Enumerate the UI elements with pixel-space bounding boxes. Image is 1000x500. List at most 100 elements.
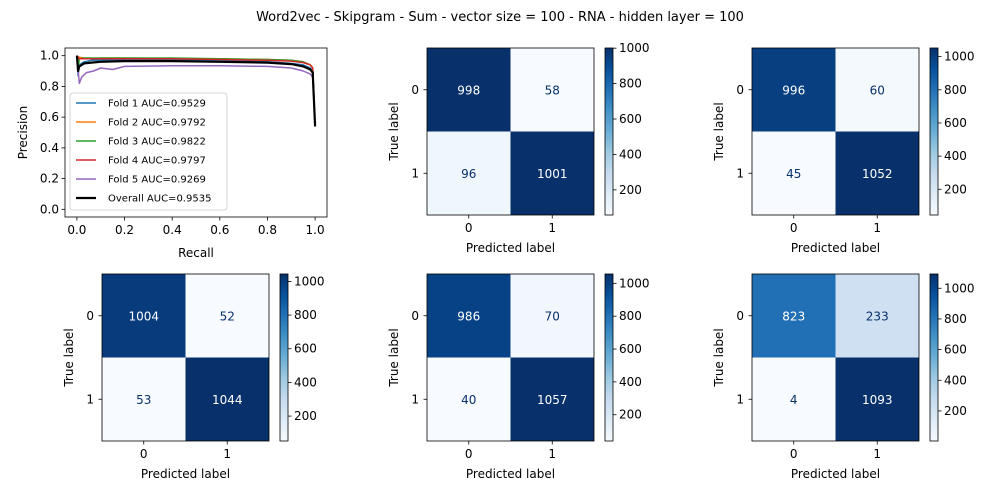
pr-axes-frame (64, 47, 328, 218)
cm-cell-value: 45 (786, 167, 801, 181)
cm-colorbar-tick-label: 600 (619, 112, 642, 126)
cm-frame (101, 273, 270, 442)
cm-cell-value: 1004 (128, 309, 159, 323)
cm-y-tick-label: 1 (86, 392, 94, 406)
cm-y-tick-label: 1 (411, 166, 419, 180)
cm-cell (427, 131, 511, 215)
cm-colorbar-tick-label: 800 (294, 308, 317, 322)
cm-y-axis-label: True label (387, 328, 401, 387)
cm-cell (835, 131, 919, 215)
cm-cell-value: 1044 (212, 393, 243, 407)
cm-x-tick-label: 0 (465, 221, 473, 235)
cm-cell (752, 131, 836, 215)
pr-x-tick-label: 0.4 (163, 223, 182, 237)
cm-x-axis-label: Predicted label (466, 241, 555, 255)
cm-y-tick-label: 1 (736, 166, 744, 180)
cm-colorbar-tick-label: 1000 (619, 276, 650, 290)
cm-cell (510, 48, 594, 132)
cm-cell (835, 274, 919, 358)
cm-cell (102, 357, 186, 441)
cm-x-tick-label: 0 (465, 447, 473, 461)
cm-colorbar-tick-label: 800 (619, 309, 642, 323)
cm-cell (835, 357, 919, 441)
cm-cell (752, 274, 836, 358)
pr-legend-entry: Overall AUC=0.9535 (108, 194, 211, 205)
cm-colorbar-tick-label: 200 (944, 182, 967, 196)
cm-cell (102, 274, 186, 358)
cm-colorbar-tick-label: 1000 (294, 274, 325, 288)
cm-colorbar-tick-label: 1000 (944, 50, 975, 64)
pr-x-tick-label: 1.0 (306, 223, 325, 237)
cm-cell-value: 986 (457, 309, 480, 323)
confusion-matrix: 823 233 4 1093 0 0 1 1 Predicted label True label… (712, 273, 975, 481)
cm-colorbar (279, 273, 289, 442)
cm-colorbar-tick-label: 600 (294, 342, 317, 356)
cm-cell-value: 70 (545, 309, 560, 323)
cm-cell-value: 233 (866, 309, 889, 323)
cm-x-axis-label: Predicted label (791, 467, 880, 481)
cm-colorbar (604, 273, 614, 442)
cm-colorbar-tick-label: 800 (619, 77, 642, 91)
cm-y-axis-label: True label (712, 102, 726, 161)
cm-y-tick-label: 0 (411, 83, 419, 97)
cm-x-tick-label: 0 (140, 447, 148, 461)
pr-legend-entry: Fold 5 AUC=0.9269 (108, 175, 206, 186)
pr-legend: Fold 1 AUC=0.9529 Fold 2 AUC=0.9792 Fold 3… (69, 92, 228, 211)
cm-colorbar-tick-label: 600 (944, 343, 967, 357)
pr-x-tick-label: 0.8 (258, 223, 277, 237)
pr-legend-entry: Fold 1 AUC=0.9529 (108, 99, 206, 110)
cm-frame (426, 273, 595, 442)
pr-y-tick-label: 1.0 (40, 49, 59, 63)
pr-series-line (76, 55, 316, 127)
cm-y-tick-label: 1 (411, 392, 419, 406)
pr-series-line (76, 55, 316, 127)
pr-y-axis-label: Precision (16, 106, 30, 160)
pr-legend-entry: Fold 2 AUC=0.9792 (108, 118, 206, 129)
cm-cell-value: 4 (790, 393, 798, 407)
cm-colorbar-tick-label: 400 (619, 375, 642, 389)
cm-colorbar-tick-label: 200 (944, 404, 967, 418)
cm-colorbar-tick-label: 200 (619, 408, 642, 422)
cm-x-tick-label: 1 (548, 447, 556, 461)
pr-x-axis-label: Recall (178, 246, 214, 260)
confusion-matrix: 996 60 45 1052 0 0 1 1 Predicted label True label… (712, 47, 975, 255)
cm-cell-value: 58 (545, 83, 560, 97)
pr-y-tick-label: 0.4 (40, 141, 59, 155)
cm-cell-value: 1093 (862, 393, 893, 407)
cm-colorbar-tick-label: 400 (294, 375, 317, 389)
cm-colorbar-tick-label: 800 (944, 312, 967, 326)
cm-cell-value: 53 (136, 393, 151, 407)
confusion-matrix: 1004 52 53 1044 0 0 1 1 Predicted label True labe… (62, 273, 325, 481)
cm-x-axis-label: Predicted label (791, 241, 880, 255)
cm-y-tick-label: 0 (86, 309, 94, 323)
cm-colorbar-tick-label: 400 (944, 373, 967, 387)
pr-legend-entry: Fold 4 AUC=0.9797 (108, 156, 206, 167)
pr-y-tick-label: 0.2 (40, 172, 59, 186)
cm-colorbar-tick-label: 400 (619, 147, 642, 161)
cm-cell-value: 60 (870, 83, 885, 97)
cm-cell (427, 48, 511, 132)
cm-cell (510, 357, 594, 441)
pr-series-line (75, 55, 317, 127)
cm-cell-value: 996 (782, 83, 805, 97)
pr-legend-entry: Fold 3 AUC=0.9822 (108, 137, 206, 148)
figure-title: Word2vec - Skipgram - Sum - vector size … (256, 10, 744, 25)
cm-frame (751, 273, 920, 442)
cm-cell (185, 357, 269, 441)
pr-legend-box (69, 92, 228, 211)
pr-x-tick-label: 0.6 (210, 223, 229, 237)
cm-cell (427, 274, 511, 358)
cm-x-tick-label: 1 (548, 221, 556, 235)
cm-cell-value: 1057 (537, 393, 568, 407)
pr-y-tick-label: 0.0 (40, 202, 59, 216)
cm-colorbar-tick-label: 200 (294, 409, 317, 423)
cm-colorbar-tick-label: 600 (619, 342, 642, 356)
cm-colorbar-tick-label: 800 (944, 83, 967, 97)
cm-y-tick-label: 1 (736, 392, 744, 406)
cm-cell (510, 274, 594, 358)
cm-cell (752, 357, 836, 441)
cm-colorbar-tick-label: 600 (944, 116, 967, 130)
